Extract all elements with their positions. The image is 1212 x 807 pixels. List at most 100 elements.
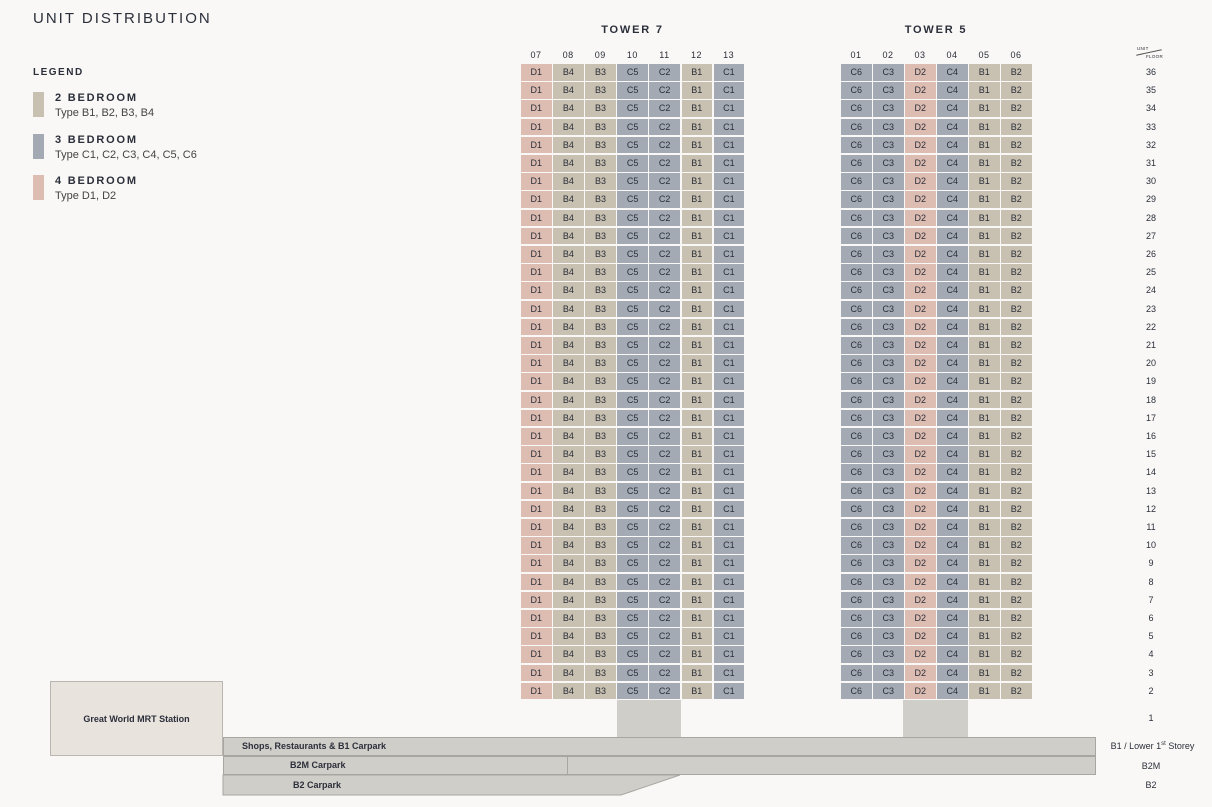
unit-cell: C1: [712, 481, 746, 501]
unit-cell: B1: [680, 390, 714, 410]
floor-label: 23: [1145, 303, 1156, 314]
unit-cell: C1: [712, 408, 746, 428]
unit-cell: C1: [712, 390, 746, 410]
unit-cell: C6: [840, 463, 873, 483]
unit-cell: C3: [872, 572, 905, 592]
floor-label: 12: [1145, 503, 1156, 514]
unit-cell: C5: [616, 372, 649, 392]
unit-cell: B2: [1000, 354, 1033, 373]
unit-number-header: 10: [626, 50, 638, 60]
unit-cell: C1: [712, 372, 746, 392]
unit-number-header: 09: [594, 50, 606, 60]
unit-cell: C2: [648, 63, 681, 82]
unit-cell: C1: [712, 117, 746, 137]
unit-cell: B2: [1000, 226, 1033, 246]
unit-cell: C3: [872, 190, 905, 210]
unit-cell: B1: [680, 445, 714, 464]
unit-cell: B1: [968, 499, 1001, 519]
unit-cell: B1: [680, 226, 714, 246]
unit-cell: B2: [1000, 135, 1033, 155]
unit-cell: C1: [712, 354, 746, 373]
unit-cell: B2: [1000, 445, 1033, 464]
unit-cell: C5: [616, 299, 649, 319]
unit-cell: C1: [712, 208, 746, 228]
floor-label: 25: [1145, 267, 1156, 278]
unit-number-header: 05: [978, 50, 990, 60]
unit-number-header: 13: [723, 50, 735, 60]
unit-cell: B1: [680, 408, 714, 428]
unit-cell: C4: [936, 263, 969, 282]
floor-label: 20: [1145, 358, 1156, 369]
unit-cell: D2: [904, 281, 937, 301]
unit-cell: B4: [552, 645, 585, 665]
unit-cell: B2: [1000, 372, 1033, 392]
unit-cell: B3: [584, 445, 617, 464]
unit-cell: C2: [648, 536, 681, 555]
unit-cell: B2: [1000, 390, 1033, 410]
unit-cell: B3: [584, 299, 617, 319]
unit-cell: C2: [648, 663, 681, 683]
unit-cell: B3: [584, 99, 617, 119]
floor-label: 10: [1145, 540, 1156, 551]
unit-cell: B1: [968, 627, 1001, 646]
unit-cell: D2: [904, 590, 937, 610]
unit-cell: C2: [648, 263, 681, 282]
unit-cell: C2: [648, 481, 681, 501]
unit-cell: B2: [1000, 208, 1033, 228]
unit-cell: D1: [520, 572, 553, 592]
floor-label: 34: [1145, 103, 1156, 114]
unit-cell: B3: [584, 354, 617, 373]
unit-cell: B1: [680, 354, 714, 373]
floor-label: 30: [1145, 176, 1156, 187]
unit-cell: C2: [648, 172, 681, 191]
unit-number-header: 04: [946, 50, 958, 60]
unit-cell: C2: [648, 609, 681, 628]
unit-cell: D2: [904, 135, 937, 155]
unit-cell: C1: [712, 135, 746, 155]
unit-cell: C3: [872, 645, 905, 665]
unit-cell: B2: [1000, 554, 1033, 574]
unit-cell: B3: [584, 499, 617, 519]
mrt-station: Great World MRT Station: [50, 681, 223, 756]
floor-label: 33: [1145, 121, 1156, 132]
legend-label: 3 BEDROOM: [55, 134, 138, 146]
unit-cell: C4: [936, 663, 969, 683]
unit-cell: B3: [584, 190, 617, 210]
unit-cell: C4: [936, 354, 969, 373]
unit-cell: B3: [584, 663, 617, 683]
tower-7-core: [617, 700, 681, 737]
floor-label: 18: [1145, 394, 1156, 405]
legend-types: Type B1, B2, B3, B4: [55, 107, 155, 119]
b1-tag-prefix: B1 / Lower 1: [1110, 741, 1162, 751]
unit-cell: C1: [712, 590, 746, 610]
unit-cell: B3: [584, 226, 617, 246]
unit-cell: B4: [552, 172, 585, 191]
unit-cell: C2: [648, 208, 681, 228]
unit-cell: B3: [584, 463, 617, 483]
unit-cell: D1: [520, 317, 553, 337]
unit-cell: C1: [712, 99, 746, 119]
unit-cell: B2: [1000, 281, 1033, 301]
floor-label: 22: [1145, 321, 1156, 332]
unit-cell: C1: [712, 172, 746, 191]
legend-swatch-3-bedroom: [33, 134, 44, 159]
legend-label: 4 BEDROOM: [55, 175, 138, 187]
unit-cell: B3: [584, 135, 617, 155]
unit-cell: D1: [520, 499, 553, 519]
unit-cell: C1: [712, 81, 746, 100]
unit-cell: B3: [584, 117, 617, 137]
unit-cell: C2: [648, 445, 681, 464]
unit-cell: C3: [872, 172, 905, 191]
unit-cell: C1: [712, 681, 746, 701]
unit-cell: B4: [552, 317, 585, 337]
unit-cell: B2: [1000, 299, 1033, 319]
unit-cell: B3: [584, 681, 617, 701]
floor-label: 28: [1145, 212, 1156, 223]
unit-cell: B2: [1000, 536, 1033, 555]
unit-cell: C1: [712, 281, 746, 301]
legend-swatch-2-bedroom: [33, 92, 44, 117]
unit-cell: C2: [648, 681, 681, 701]
floor-label: 16: [1145, 431, 1156, 441]
unit-cell: B1: [968, 208, 1001, 228]
